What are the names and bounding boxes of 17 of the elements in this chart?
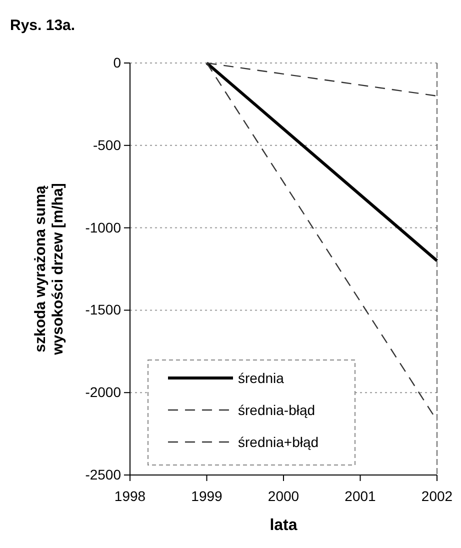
- y-axis-title: szkoda wyrażona sumą wysokości drzew [m/ha]: [32, 183, 66, 356]
- x-axis-title: lata: [270, 517, 298, 534]
- legend-label: średnia: [238, 370, 284, 386]
- y-tick-label: 0: [113, 54, 122, 70]
- y-tick-label: -2000: [85, 384, 122, 400]
- legend-label: średnia+błąd: [238, 434, 319, 450]
- x-tick-label: 2001: [344, 488, 376, 504]
- y-tick-label: -500: [92, 136, 122, 153]
- legend-label: średnia-błąd: [238, 402, 316, 418]
- y-tick-label: -2500: [85, 466, 122, 482]
- x-tick-label: 2000: [268, 488, 300, 504]
- chart-title: Rys. 13a.: [10, 17, 76, 34]
- y-tick-label: -1500: [85, 302, 122, 318]
- y-tick-label: -1000: [85, 219, 122, 236]
- x-tick-label: 2002: [421, 488, 453, 504]
- x-tick-label: 1999: [191, 488, 223, 504]
- x-tick-label: 1998: [114, 488, 146, 504]
